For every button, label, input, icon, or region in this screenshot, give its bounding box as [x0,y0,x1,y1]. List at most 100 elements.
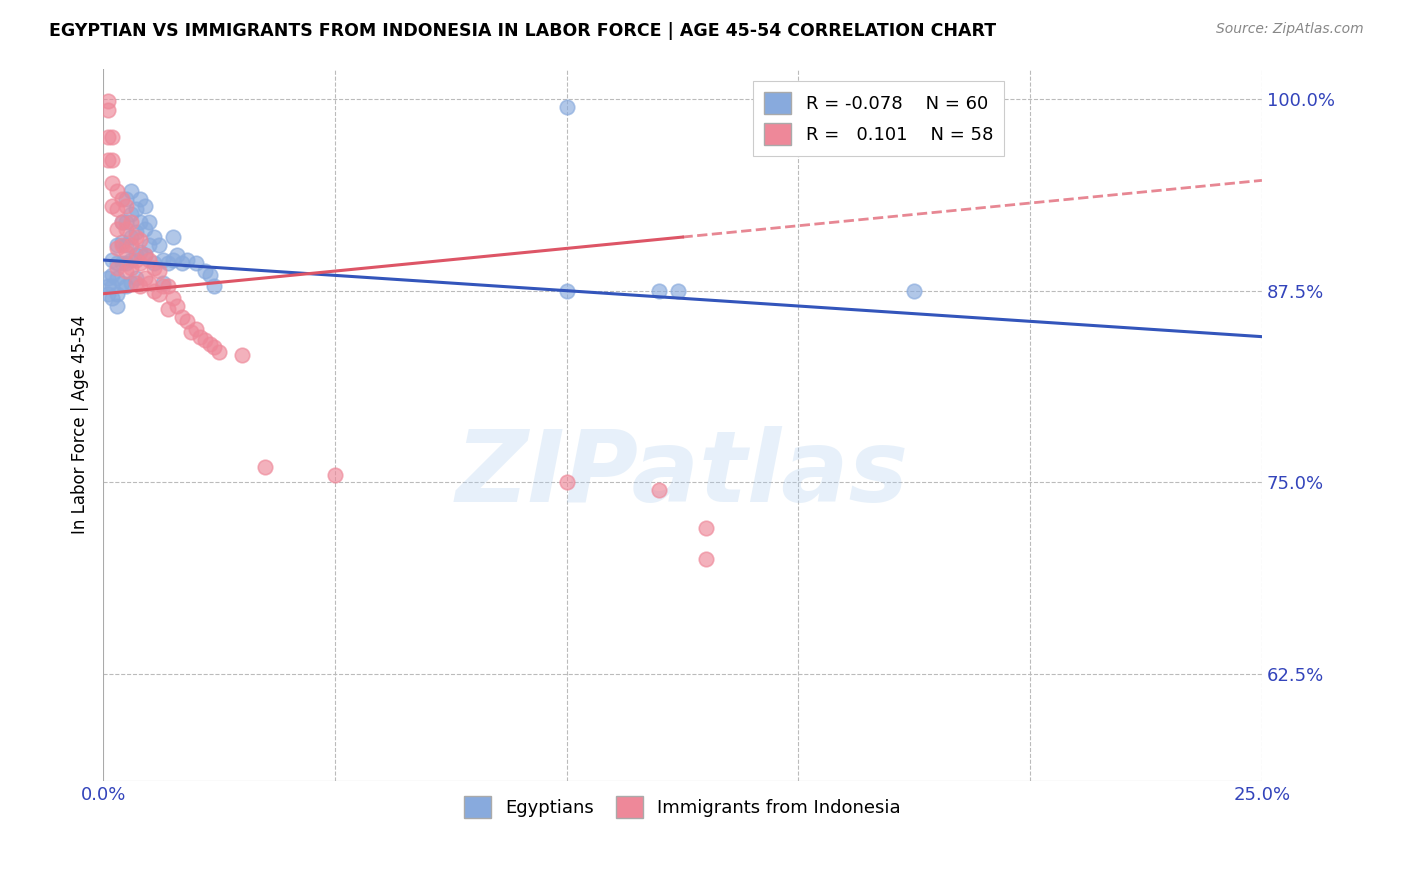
Point [254,459,277,474]
Point [129,192,152,206]
Point [97,103,120,117]
Point [152,279,174,293]
Point [101,130,124,145]
Point [202,279,225,293]
Text: ZIPatlas: ZIPatlas [456,426,910,523]
Point [190,329,212,343]
Point [120,215,142,229]
Point [162,253,184,268]
Point [111,192,134,206]
Point [115,215,138,229]
Point [115,245,138,260]
Y-axis label: In Labor Force | Age 45-54: In Labor Force | Age 45-54 [72,315,89,534]
Point [111,235,134,249]
Point [198,268,221,283]
Point [138,276,160,290]
Point [138,215,160,229]
Point [101,279,124,293]
Point [231,348,253,362]
Point [97,94,120,108]
Point [134,199,156,213]
Point [111,215,134,229]
Point [124,226,146,240]
Point [166,248,188,262]
Point [120,260,142,275]
Point [648,483,671,497]
Point [143,260,166,275]
Point [115,237,138,252]
Point [111,215,134,229]
Point [124,271,146,285]
Point [115,264,138,278]
Point [115,256,138,270]
Point [97,271,120,285]
Point [695,551,717,566]
Point [648,284,671,298]
Point [194,333,217,347]
Point [176,314,198,328]
Point [194,264,217,278]
Point [120,184,142,198]
Point [115,279,138,293]
Point [101,153,124,168]
Point [105,237,128,252]
Point [105,241,128,255]
Point [198,337,221,351]
Point [208,345,231,359]
Point [120,237,142,252]
Point [157,256,180,270]
Point [202,340,225,354]
Point [134,248,156,262]
Point [148,237,170,252]
Point [101,199,124,213]
Point [120,230,142,244]
Point [134,271,156,285]
Point [170,256,193,270]
Point [184,256,207,270]
Point [666,284,689,298]
Point [555,475,578,490]
Point [101,291,124,305]
Point [143,256,166,270]
Point [124,253,146,268]
Point [134,248,156,262]
Point [105,202,128,217]
Point [124,248,146,262]
Legend: Egyptians, Immigrants from Indonesia: Egyptians, Immigrants from Indonesia [457,789,908,825]
Point [166,299,188,313]
Point [138,237,160,252]
Point [97,286,120,301]
Point [124,202,146,217]
Point [105,260,128,275]
Point [111,256,134,270]
Point [129,245,152,260]
Point [97,279,120,293]
Point [97,153,120,168]
Point [555,100,578,114]
Point [97,130,120,145]
Point [162,230,184,244]
Point [323,467,346,482]
Point [176,253,198,268]
Point [105,184,128,198]
Point [111,237,134,252]
Point [105,256,128,270]
Point [129,256,152,270]
Point [101,253,124,268]
Point [152,276,174,290]
Point [124,276,146,290]
Point [143,284,166,298]
Point [105,222,128,236]
Point [111,276,134,290]
Point [120,207,142,221]
Text: Source: ZipAtlas.com: Source: ZipAtlas.com [1216,22,1364,37]
Point [134,222,156,236]
Text: EGYPTIAN VS IMMIGRANTS FROM INDONESIA IN LABOR FORCE | AGE 45-54 CORRELATION CHA: EGYPTIAN VS IMMIGRANTS FROM INDONESIA IN… [49,22,997,40]
Point [115,199,138,213]
Point [184,322,207,336]
Point [162,291,184,305]
Point [105,271,128,285]
Point [115,222,138,236]
Point [129,215,152,229]
Point [157,301,180,316]
